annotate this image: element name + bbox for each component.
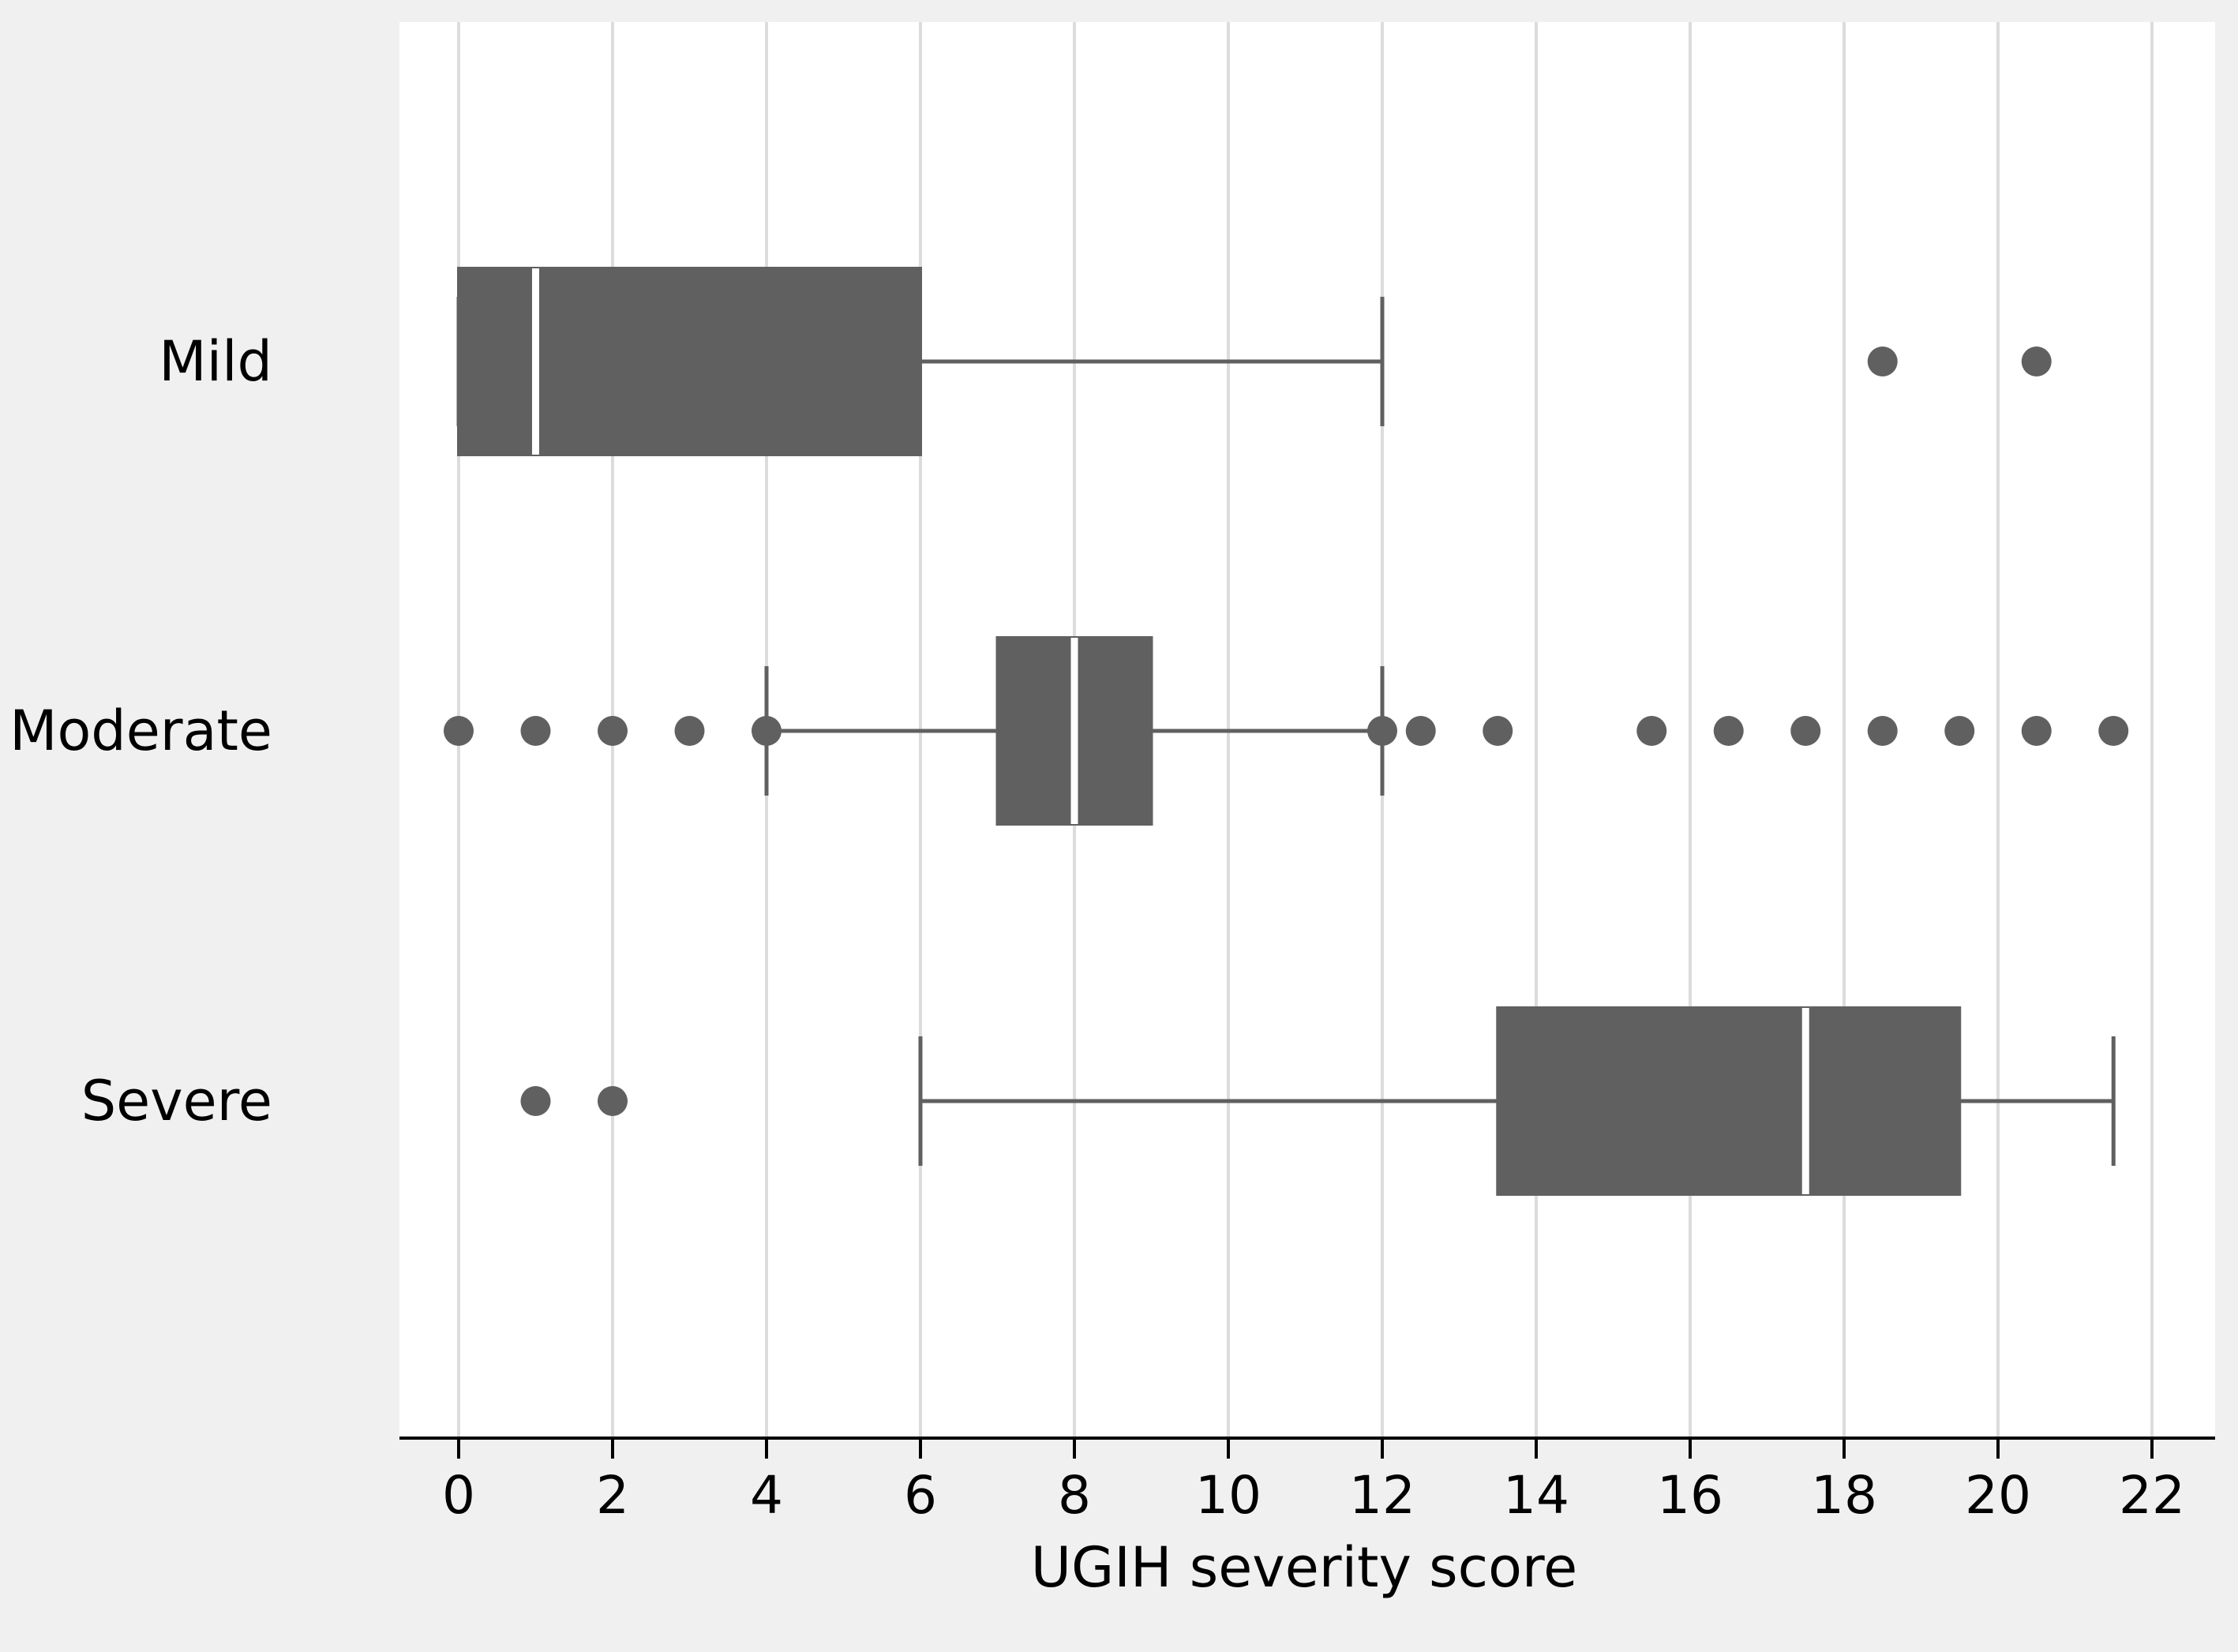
outlier-point-moderate-10 xyxy=(1790,716,1821,746)
outlier-point-moderate-2 xyxy=(598,716,628,746)
outlier-point-severe-1 xyxy=(598,1086,628,1116)
box-iqr-severe xyxy=(1496,1006,1962,1196)
box-group-moderate xyxy=(444,636,2129,826)
x-axis-title: UGIH severity score xyxy=(1031,1535,1577,1600)
box-group-mild xyxy=(456,267,2052,456)
category-labels: Mild Moderate Severe xyxy=(9,329,272,1133)
outlier-point-severe-0 xyxy=(520,1086,551,1116)
x-tick-label-16: 16 xyxy=(1657,1465,1723,1526)
x-axis: 0 2 4 6 8 10 12 14 16 18 20 22 UGIH severity score xyxy=(399,1437,2215,1600)
outlier-point-moderate-8 xyxy=(1636,716,1667,746)
x-tick-label-10: 10 xyxy=(1195,1465,1261,1526)
outlier-point-mild-0 xyxy=(1867,347,1898,376)
outlier-point-moderate-12 xyxy=(1944,716,1975,746)
category-label-severe: Severe xyxy=(81,1069,272,1133)
x-tick-label-14: 14 xyxy=(1503,1465,1569,1526)
box-iqr-mild xyxy=(457,267,922,456)
x-tick-label-20: 20 xyxy=(1965,1465,2031,1526)
box-group-severe xyxy=(520,1006,2116,1196)
outlier-point-moderate-5 xyxy=(1367,716,1397,746)
outlier-point-moderate-14 xyxy=(2098,716,2129,746)
category-label-moderate: Moderate xyxy=(9,699,272,763)
x-axis-ticks: 0 2 4 6 8 10 12 14 16 18 20 22 xyxy=(442,1438,2185,1526)
outlier-point-moderate-11 xyxy=(1867,716,1898,746)
x-tick-label-0: 0 xyxy=(442,1465,475,1526)
outlier-point-moderate-0 xyxy=(444,716,474,746)
x-tick-label-4: 4 xyxy=(750,1465,783,1526)
outlier-point-moderate-3 xyxy=(674,716,705,746)
outlier-point-moderate-6 xyxy=(1405,716,1436,746)
outlier-point-moderate-1 xyxy=(520,716,551,746)
x-tick-label-6: 6 xyxy=(904,1465,937,1526)
x-tick-label-8: 8 xyxy=(1058,1465,1091,1526)
outlier-point-moderate-7 xyxy=(1483,716,1513,746)
x-tick-label-2: 2 xyxy=(596,1465,629,1526)
x-tick-label-12: 12 xyxy=(1349,1465,1415,1526)
x-tick-label-22: 22 xyxy=(2119,1465,2185,1526)
outlier-point-mild-1 xyxy=(2021,347,2052,376)
outlier-point-moderate-4 xyxy=(752,716,782,746)
outlier-point-moderate-13 xyxy=(2021,716,2052,746)
outlier-point-moderate-9 xyxy=(1713,716,1744,746)
x-tick-label-18: 18 xyxy=(1811,1465,1877,1526)
box-series xyxy=(444,267,2129,1196)
category-label-mild: Mild xyxy=(159,329,272,394)
